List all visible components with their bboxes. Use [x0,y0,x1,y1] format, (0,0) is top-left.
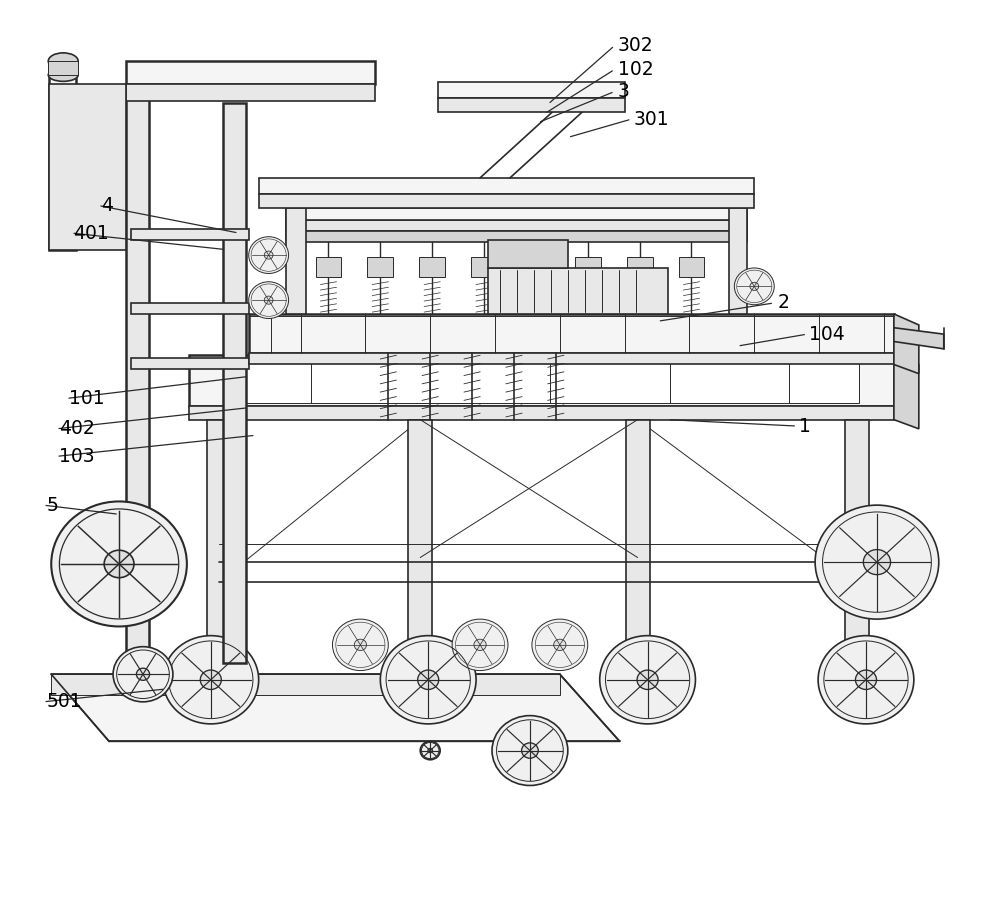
Polygon shape [223,102,246,663]
Polygon shape [126,61,375,84]
Polygon shape [49,61,76,250]
Polygon shape [49,84,126,250]
Polygon shape [249,313,894,352]
Polygon shape [131,303,249,313]
Circle shape [492,715,568,786]
Polygon shape [226,360,859,403]
Polygon shape [189,355,894,406]
Ellipse shape [48,53,78,69]
Text: 2: 2 [777,293,789,313]
Polygon shape [126,84,149,663]
Polygon shape [286,220,747,231]
Circle shape [136,668,150,680]
Circle shape [249,237,289,274]
Polygon shape [845,420,869,658]
Circle shape [113,646,173,702]
Text: 4: 4 [101,196,113,215]
Polygon shape [189,406,894,420]
Polygon shape [575,257,601,278]
Circle shape [522,743,538,758]
Circle shape [637,670,658,690]
Text: 104: 104 [809,325,845,344]
Circle shape [51,502,187,626]
Polygon shape [51,674,620,741]
Polygon shape [894,355,919,429]
Text: 102: 102 [618,60,653,79]
Polygon shape [259,178,754,195]
Polygon shape [131,358,249,369]
Circle shape [354,639,367,651]
Ellipse shape [48,68,78,81]
Circle shape [104,550,134,578]
Circle shape [163,635,259,724]
Circle shape [554,639,566,651]
Text: 402: 402 [59,420,95,438]
Circle shape [600,635,695,724]
Circle shape [249,282,289,318]
Polygon shape [438,98,625,112]
Text: 501: 501 [46,692,82,712]
Polygon shape [894,313,919,373]
Circle shape [264,296,273,304]
Polygon shape [249,352,894,364]
Polygon shape [259,195,754,208]
Text: 103: 103 [59,447,95,466]
Circle shape [863,550,891,574]
Circle shape [428,749,432,752]
Polygon shape [488,241,568,268]
Circle shape [815,505,939,619]
Text: 401: 401 [73,223,109,242]
Circle shape [734,268,774,305]
Circle shape [474,639,486,651]
Polygon shape [471,257,497,278]
Text: 101: 101 [69,389,105,408]
Polygon shape [894,327,944,349]
Circle shape [200,670,221,690]
Polygon shape [729,208,747,313]
Polygon shape [367,257,393,278]
Text: 1: 1 [799,417,811,435]
Polygon shape [488,268,668,313]
Circle shape [418,670,439,690]
Polygon shape [626,420,650,658]
Polygon shape [126,84,375,100]
Text: 5: 5 [46,496,58,514]
Circle shape [264,251,273,259]
Circle shape [818,635,914,724]
Polygon shape [523,257,549,278]
Circle shape [420,741,440,760]
Polygon shape [408,420,432,658]
Text: 302: 302 [618,36,653,55]
Text: 3: 3 [618,82,630,101]
Circle shape [750,282,759,290]
Circle shape [332,619,388,670]
Circle shape [452,619,508,670]
Polygon shape [627,257,653,278]
Circle shape [855,670,877,690]
Polygon shape [438,82,625,98]
Polygon shape [286,231,747,242]
Circle shape [380,635,476,724]
Polygon shape [286,208,747,220]
Polygon shape [48,61,78,75]
Polygon shape [207,420,231,658]
Polygon shape [679,257,704,278]
Polygon shape [51,674,560,695]
Text: 301: 301 [634,110,669,128]
Polygon shape [286,208,306,313]
Polygon shape [131,230,249,241]
Polygon shape [316,257,341,278]
Polygon shape [419,257,445,278]
Circle shape [532,619,588,670]
